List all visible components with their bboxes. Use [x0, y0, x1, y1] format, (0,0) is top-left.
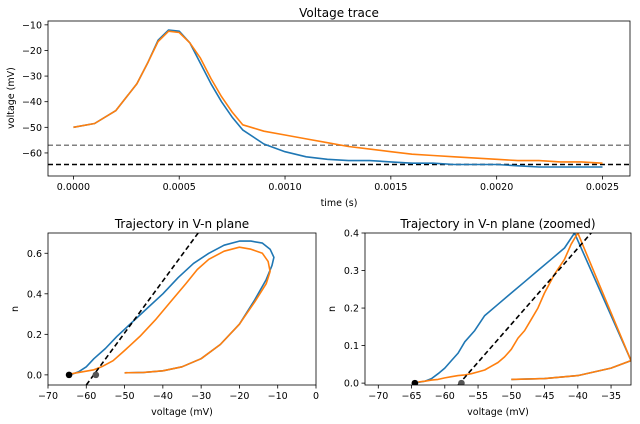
trajectory-xtick-label: −20 [229, 391, 249, 402]
trajectory-zoomed-ytick-label: 0.4 [344, 229, 359, 240]
voltage-trace-xticks: 0.0000 0.0005 0.0010 0.0015 0.0020 0.0025 [57, 176, 619, 193]
trajectory-series-1-line [70, 246, 271, 375]
trajectory-zoomed-xtick-label: −50 [501, 391, 521, 402]
trajectory-zoomed-yticks: 0.0 0.1 0.2 0.3 0.4 [344, 229, 365, 390]
trajectory-zoomed-ytick-label: 0.1 [344, 341, 359, 352]
trajectory-xtick-label: 0 [313, 391, 319, 402]
voltage-trace-xtick-label: 0.0015 [374, 182, 407, 193]
voltage-trace-ytick-label: −20 [22, 46, 42, 57]
voltage-trace-series-0-line [73, 29, 603, 168]
trajectory-zoomed-xtick-label: −60 [435, 391, 455, 402]
trajectory-ylabel: n [10, 306, 21, 312]
trajectory-xtick-label: −50 [115, 391, 135, 402]
trajectory-panel: Trajectory in V-n plane voltage (mV) n −… [10, 217, 319, 418]
trajectory-zoomed-xtick-label: −65 [402, 391, 422, 402]
trajectory-xlabel: voltage (mV) [151, 407, 213, 418]
voltage-trace-yticks: −60 −50 −40 −30 −20 −10 [22, 20, 48, 159]
trajectory-xtick-label: −40 [153, 391, 173, 402]
trajectory-zoomed-xtick-label: −45 [535, 391, 555, 402]
voltage-trace-xtick-label: 0.0010 [268, 182, 301, 193]
trajectory-xticks: −70 −60 −50 −40 −30 −20 −10 0 [38, 385, 319, 402]
voltage-trace-ytick-label: −50 [22, 123, 42, 134]
trajectory-fixed-point-0 [65, 371, 73, 379]
voltage-trace-xtick-label: 0.0020 [480, 182, 513, 193]
voltage-trace-axes-frame [47, 20, 631, 177]
trajectory-zoomed-ytick-label: 0.2 [344, 304, 359, 315]
voltage-trace-title: Voltage trace [299, 6, 379, 20]
trajectory-xtick-label: −70 [38, 391, 58, 402]
trajectory-zoomed-xtick-label: −35 [601, 391, 621, 402]
trajectory-zoomed-ytick-label: 0.0 [344, 379, 359, 390]
trajectory-zoomed-axes-frame [364, 232, 632, 386]
voltage-trace-xtick-label: 0.0000 [57, 182, 90, 193]
trajectory-plot-area [65, 233, 275, 385]
trajectory-zoomed-xtick-label: −40 [568, 391, 588, 402]
trajectory-zoomed-ylabel: n [327, 306, 338, 312]
voltage-trace-plot-area [48, 29, 630, 168]
trajectory-zoomed-xtick-label: −55 [468, 391, 488, 402]
voltage-trace-series-1-line [73, 30, 603, 164]
voltage-trace-ylabel: voltage (mV) [6, 67, 17, 129]
trajectory-ytick-label: 0.6 [27, 249, 42, 260]
trajectory-zoomed-fixed-point-1 [458, 379, 465, 385]
trajectory-zoomed-series-1-line [418, 233, 631, 383]
voltage-trace-ytick-label: −30 [22, 72, 42, 83]
trajectory-zoomed-nullcline-dashed-line [457, 233, 593, 385]
trajectory-series-0-line [68, 240, 275, 376]
trajectory-zoomed-xticks: −70 −65 −60 −55 −50 −45 −40 −35 [368, 385, 621, 402]
trajectory-ytick-label: 0.2 [27, 330, 42, 341]
voltage-trace-xtick-label: 0.0005 [163, 182, 196, 193]
voltage-trace-xtick-label: 0.0025 [586, 182, 619, 193]
trajectory-zoomed-plot-area [411, 233, 631, 385]
trajectory-fixed-point-1 [92, 371, 100, 379]
trajectory-zoomed-xtick-label: −70 [368, 391, 388, 402]
trajectory-zoomed-ytick-label: 0.3 [344, 266, 359, 277]
voltage-trace-panel: Voltage trace time (s) voltage (mV) 0.00… [6, 6, 631, 209]
trajectory-yticks: 0.0 0.2 0.4 0.6 [27, 249, 48, 381]
trajectory-xtick-label: −60 [76, 391, 96, 402]
trajectory-xtick-label: −10 [268, 391, 288, 402]
trajectory-ytick-label: 0.0 [27, 370, 42, 381]
trajectory-ytick-label: 0.4 [27, 289, 42, 300]
voltage-trace-ytick-label: −60 [22, 148, 42, 159]
trajectory-title: Trajectory in V-n plane [114, 217, 249, 231]
trajectory-zoomed-series-0-line [414, 233, 631, 384]
trajectory-zoomed-title: Trajectory in V-n plane (zoomed) [399, 217, 595, 231]
trajectory-zoomed-panel: Trajectory in V-n plane (zoomed) voltage… [327, 217, 632, 418]
trajectory-zoomed-xlabel: voltage (mV) [467, 407, 529, 418]
voltage-trace-ytick-label: −10 [22, 20, 42, 31]
trajectory-axes-frame [47, 232, 317, 386]
trajectory-xtick-label: −30 [191, 391, 211, 402]
trajectory-zoomed-fixed-point-0 [411, 379, 419, 385]
voltage-trace-ytick-label: −40 [22, 97, 42, 108]
voltage-trace-xlabel: time (s) [321, 198, 358, 209]
trajectory-nullcline-dashed-line [85, 233, 200, 385]
